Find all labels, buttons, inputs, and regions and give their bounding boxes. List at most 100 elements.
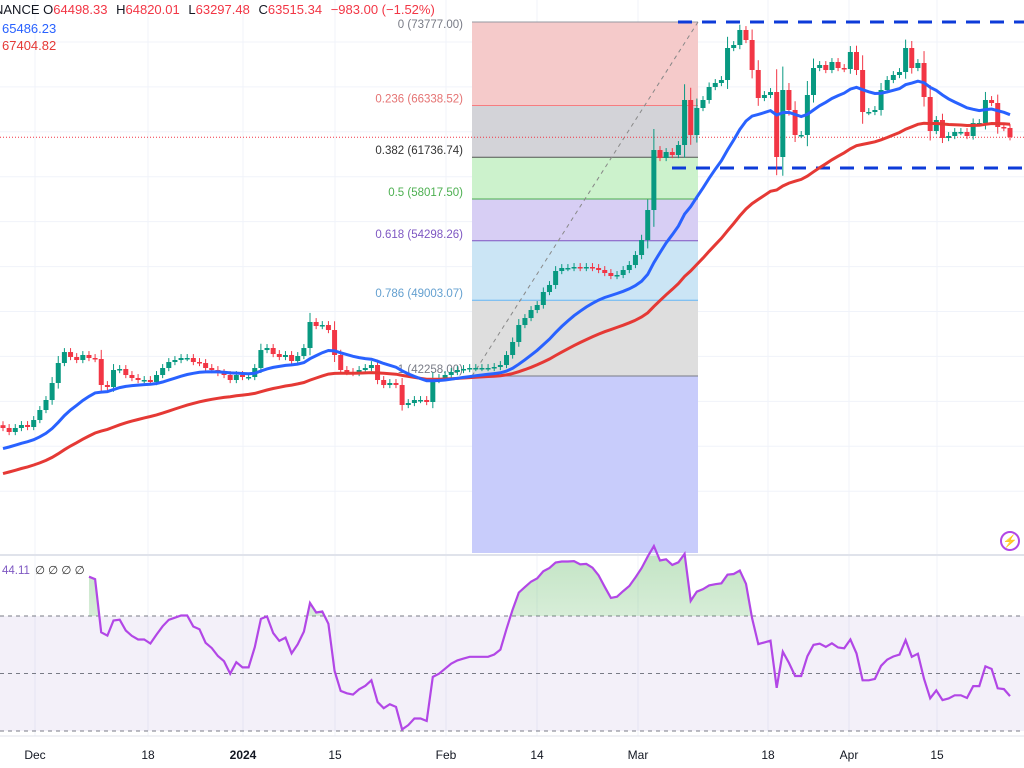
candle xyxy=(282,351,288,361)
fibonacci-retracement[interactable]: 0 (73777.00) 0.236 (66338.52) 0.382 (61736… xyxy=(375,19,699,553)
fib-zone xyxy=(472,375,698,553)
candle xyxy=(61,348,67,367)
fib-level-label: 0 (73777.00) xyxy=(398,19,463,31)
candle xyxy=(141,376,147,384)
candle-body xyxy=(301,348,307,356)
fib-level-label: 0.618 (54298.26) xyxy=(375,229,463,241)
candle xyxy=(700,96,706,112)
tick-label: 2024 xyxy=(229,748,257,762)
lightning-icon[interactable]: ⚡ xyxy=(1000,531,1020,551)
candle-body xyxy=(344,370,350,373)
candle xyxy=(583,263,589,272)
candle-body xyxy=(504,354,509,366)
candle-body xyxy=(811,68,817,96)
candle xyxy=(0,421,6,432)
candle-body xyxy=(774,92,780,157)
candle-body xyxy=(626,265,632,271)
candle xyxy=(461,365,467,374)
candle-body xyxy=(209,368,215,371)
candle xyxy=(614,271,620,280)
candle-body xyxy=(559,268,565,272)
candle xyxy=(952,128,958,140)
candle xyxy=(258,343,264,374)
candle xyxy=(872,106,878,116)
candle xyxy=(645,199,651,249)
candle-body xyxy=(86,354,92,358)
candle-body xyxy=(43,400,49,410)
candle xyxy=(792,101,798,142)
candle xyxy=(368,361,374,372)
candle-body xyxy=(18,425,24,429)
candle xyxy=(504,351,509,369)
candle-body xyxy=(31,420,37,428)
fib-level-label: 1 (42258.00) xyxy=(398,364,463,376)
candle-body xyxy=(37,409,43,421)
candle xyxy=(528,306,534,322)
candle-body xyxy=(1001,126,1007,129)
candle xyxy=(989,96,995,107)
candle xyxy=(178,354,184,364)
candle-body xyxy=(847,51,853,70)
open-label: O xyxy=(43,2,54,17)
close-value: 63515.34 xyxy=(267,2,323,17)
candle-body xyxy=(276,354,282,358)
candle xyxy=(516,319,522,347)
candle xyxy=(958,128,964,136)
candle xyxy=(639,234,645,260)
candle xyxy=(890,71,896,84)
candle xyxy=(964,128,970,140)
candle xyxy=(835,58,841,72)
candle-body xyxy=(473,368,479,370)
candle-body xyxy=(80,354,86,361)
ma-slow-value: 67404.82 xyxy=(2,38,57,53)
candle-body xyxy=(6,428,12,432)
candle-body xyxy=(817,65,823,69)
candle-body xyxy=(362,368,368,371)
candle xyxy=(111,364,117,392)
candle-body xyxy=(295,355,301,362)
candle xyxy=(276,350,282,361)
candle-body xyxy=(798,134,804,137)
candle-body xyxy=(675,145,681,155)
candle-body xyxy=(878,90,884,110)
candle-body xyxy=(270,348,276,355)
candle-body xyxy=(645,210,651,241)
candle-body xyxy=(196,362,202,364)
candle xyxy=(841,64,847,73)
candle xyxy=(289,351,295,365)
candle xyxy=(160,364,166,379)
candle-body xyxy=(258,350,264,369)
candle-body xyxy=(939,120,945,138)
range-lines[interactable] xyxy=(672,20,1024,170)
candle-body xyxy=(246,377,252,379)
candle-body xyxy=(356,370,362,374)
candle-body xyxy=(927,97,933,131)
candle xyxy=(725,36,731,89)
candle-body xyxy=(233,375,239,380)
candle-body xyxy=(239,375,245,378)
candle-body xyxy=(903,47,909,73)
candle-body xyxy=(731,45,737,48)
candle-body xyxy=(418,400,424,402)
candle xyxy=(896,68,902,79)
candle-body xyxy=(657,149,663,158)
candle xyxy=(129,371,135,382)
candle xyxy=(663,148,669,162)
candle xyxy=(731,41,737,52)
candle-body xyxy=(442,375,448,379)
candle-body xyxy=(227,375,233,380)
candle xyxy=(565,264,571,272)
candle-body xyxy=(829,62,835,71)
candle-body xyxy=(952,131,958,136)
candle-body xyxy=(387,382,393,385)
candle-body xyxy=(166,362,172,369)
candle-body xyxy=(184,357,190,360)
candle-body xyxy=(221,373,227,376)
rsi-panel xyxy=(0,543,1024,732)
candle-body xyxy=(381,379,387,385)
candle xyxy=(657,146,663,162)
candle-body xyxy=(565,268,571,270)
candle-body xyxy=(448,372,454,376)
open-value: 64498.33 xyxy=(53,2,108,17)
